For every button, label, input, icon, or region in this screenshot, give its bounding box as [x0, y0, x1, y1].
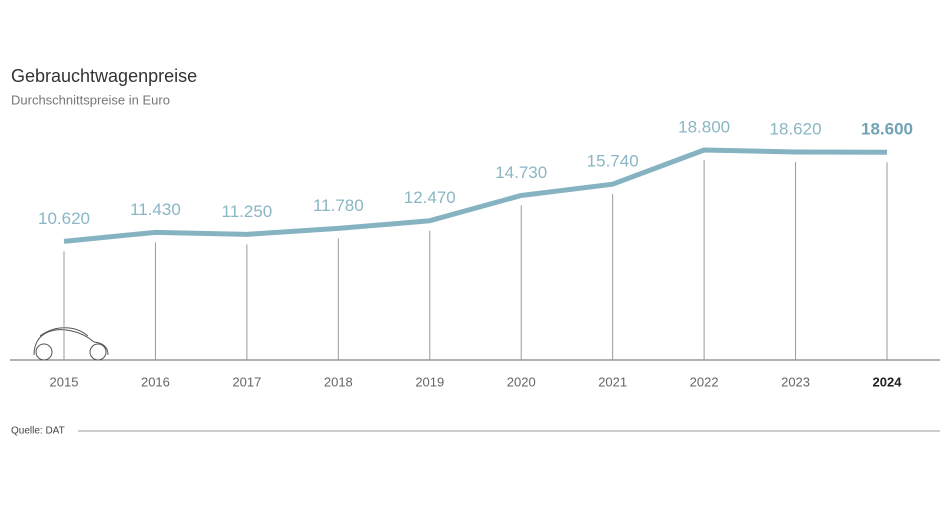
chart-title: Gebrauchtwagenpreise [11, 66, 197, 86]
value-label: 11.780 [313, 196, 364, 215]
value-label: 12.470 [404, 188, 456, 207]
value-label: 15.740 [587, 152, 639, 171]
x-tick-label: 2023 [781, 374, 810, 389]
value-label: 11.430 [130, 200, 181, 219]
source: Quelle: DAT [11, 426, 65, 437]
x-tick-label: 2018 [324, 374, 353, 389]
value-label: 10.620 [38, 209, 90, 228]
value-label: 14.730 [495, 163, 547, 182]
x-tick-label: 2019 [415, 374, 444, 389]
value-label: 18.600 [861, 120, 913, 139]
chart-subtitle: Durchschnittspreise in Euro [11, 92, 170, 107]
price-line [63, 147, 888, 244]
x-tick-label: 2022 [690, 374, 719, 389]
x-tick-label: 2017 [232, 374, 261, 389]
x-tick-label: 2021 [598, 374, 627, 389]
value-label: 11.250 [222, 202, 273, 221]
value-label: 18.800 [678, 117, 730, 136]
x-tick-label: 2016 [141, 374, 170, 389]
value-label: 18.620 [770, 119, 822, 138]
x-tick-label: 2024 [873, 374, 903, 389]
x-tick-label: 2015 [50, 374, 79, 389]
car-icon [33, 327, 109, 361]
x-tick-label: 2020 [507, 374, 536, 389]
